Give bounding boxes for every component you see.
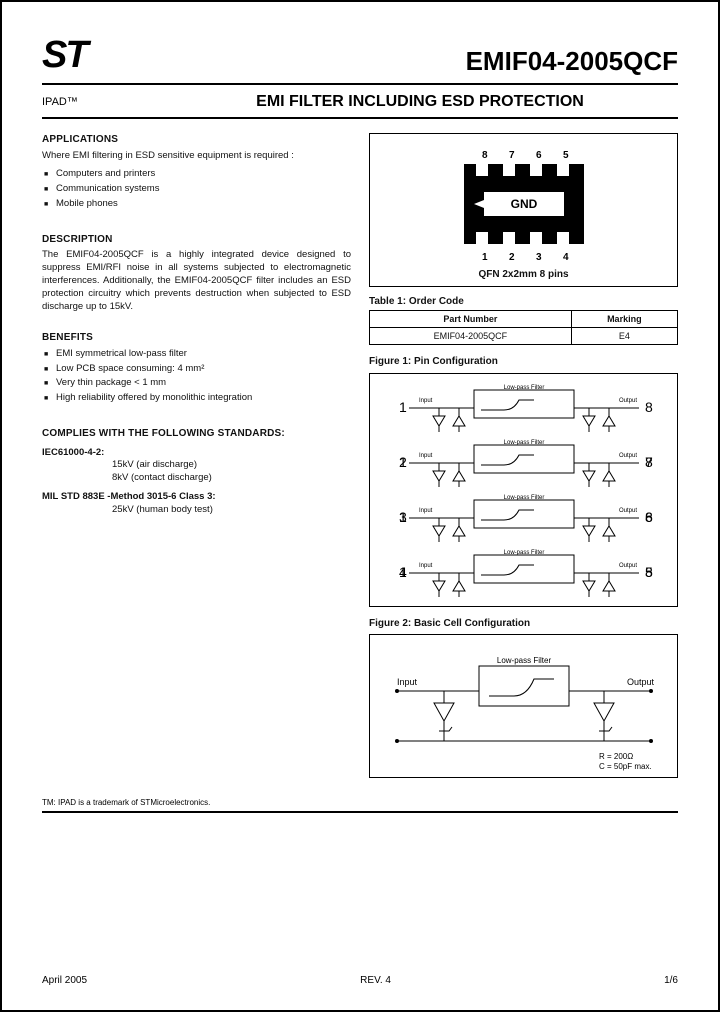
benefits-heading: BENEFITS — [42, 331, 351, 345]
package-icon: 8 7 6 5 GND 1 2 3 4 — [434, 144, 614, 264]
page-footer: April 2005 REV. 4 1/6 — [42, 971, 678, 986]
footer-date: April 2005 — [42, 975, 87, 986]
doc-title: EMI FILTER INCLUDING ESD PROTECTION — [162, 93, 678, 111]
svg-text:4: 4 — [563, 252, 569, 263]
rule-top — [42, 83, 678, 85]
svg-text:7: 7 — [509, 150, 515, 161]
fig2-note1: R = 200Ω — [599, 752, 633, 761]
iec-head: IEC61000-4-2: — [42, 447, 351, 460]
svg-text:2: 2 — [399, 454, 407, 470]
fig2-note2: C = 50pF max. — [599, 762, 652, 771]
table1-caption: Table 1: Order Code — [369, 295, 678, 309]
description-text: The EMIF04-2005QCF is a highly integrate… — [42, 249, 351, 313]
app-item: Communication systems — [44, 183, 351, 196]
svg-text:7: 7 — [645, 454, 653, 470]
benefits-list: EMI symmetrical low-pass filter Low PCB … — [42, 348, 351, 405]
figure2-caption: Figure 2: Basic Cell Configuration — [369, 617, 678, 631]
order-code-table: Part Number Marking EMIF04-2005QCF E4 — [369, 310, 678, 345]
content-columns: APPLICATIONS Where EMI filtering in ESD … — [42, 133, 678, 778]
header-row: ST EMIF04-2005QCF — [42, 34, 678, 83]
mil-head: MIL STD 883E -Method 3015-6 Class 3: — [42, 491, 351, 504]
benefit-item: EMI symmetrical low-pass filter — [44, 348, 351, 361]
standards-heading: COMPLIES WITH THE FOLLOWING STANDARDS: — [42, 427, 351, 441]
svg-text:Input: Input — [419, 398, 433, 404]
svg-text:1: 1 — [482, 252, 488, 263]
left-column: APPLICATIONS Where EMI filtering in ESD … — [42, 133, 351, 778]
svg-text:Input: Input — [397, 677, 418, 687]
svg-text:6: 6 — [645, 509, 653, 525]
applications-intro: Where EMI filtering in ESD sensitive equ… — [42, 150, 351, 163]
svg-text:GND: GND — [510, 197, 537, 211]
rule-footer — [42, 811, 678, 813]
th-partnumber: Part Number — [370, 311, 572, 328]
svg-text:5: 5 — [563, 150, 569, 161]
st-logo: ST — [42, 34, 87, 77]
svg-text:1: 1 — [399, 399, 407, 415]
package-box: 8 7 6 5 GND 1 2 3 4 QFN 2x2mm 8 p — [369, 133, 678, 287]
svg-text:2: 2 — [509, 252, 515, 263]
right-column: 8 7 6 5 GND 1 2 3 4 QFN 2x2mm 8 p — [369, 133, 678, 778]
svg-text:Low-pass Filter: Low-pass Filter — [496, 656, 551, 665]
svg-text:Output: Output — [619, 398, 637, 404]
svg-text:8: 8 — [482, 150, 488, 161]
table-row: EMIF04-2005QCF E4 — [370, 328, 678, 345]
footer-page: 1/6 — [664, 975, 678, 986]
applications-list: Computers and printers Communication sys… — [42, 168, 351, 210]
svg-text:6: 6 — [536, 150, 542, 161]
description-heading: DESCRIPTION — [42, 233, 351, 247]
td-marking: E4 — [571, 328, 677, 345]
page: ST EMIF04-2005QCF IPAD™ EMI FILTER INCLU… — [0, 0, 720, 1012]
iec-line-1: 15kV (air discharge) — [112, 459, 351, 472]
svg-text:8: 8 — [645, 399, 653, 415]
pin-config-diagram: 1 Low-pass Filter 8 Input Output 2 7 — [389, 380, 659, 600]
svg-text:Output: Output — [627, 677, 655, 687]
page-inner: ST EMIF04-2005QCF IPAD™ EMI FILTER INCLU… — [42, 34, 678, 986]
standards-iec: IEC61000-4-2: 15kV (air discharge) 8kV (… — [42, 447, 351, 485]
footer-rev: REV. 4 — [360, 975, 391, 986]
benefit-item: Very thin package < 1 mm — [44, 377, 351, 390]
package-caption: QFN 2x2mm 8 pins — [378, 268, 669, 282]
benefit-item: Low PCB space consuming: 4 mm² — [44, 363, 351, 376]
th-marking: Marking — [571, 311, 677, 328]
td-partnumber: EMIF04-2005QCF — [370, 328, 572, 345]
benefit-item: High reliability offered by monolithic i… — [44, 392, 351, 405]
figure2-box: Input Low-pass Filter Output — [369, 634, 678, 778]
app-item: Computers and printers — [44, 168, 351, 181]
table-row: Part Number Marking — [370, 311, 678, 328]
applications-heading: APPLICATIONS — [42, 133, 351, 147]
basic-cell-diagram: Input Low-pass Filter Output — [389, 641, 659, 771]
trademark-footnote: TM: IPAD is a trademark of STMicroelectr… — [42, 798, 678, 807]
trademark: IPAD™ — [42, 96, 162, 108]
svg-text:5: 5 — [645, 564, 653, 580]
svg-text:Low-pass Filter: Low-pass Filter — [503, 385, 544, 391]
part-number: EMIF04-2005QCF — [466, 46, 678, 77]
mil-line-1: 25kV (human body test) — [112, 504, 351, 517]
svg-text:4: 4 — [399, 564, 407, 580]
figure1-caption: Figure 1: Pin Configuration — [369, 355, 678, 369]
rule-sub — [42, 117, 678, 119]
app-item: Mobile phones — [44, 198, 351, 211]
svg-text:3: 3 — [399, 509, 407, 525]
svg-text:3: 3 — [536, 252, 542, 263]
standards-mil: MIL STD 883E -Method 3015-6 Class 3: 25k… — [42, 491, 351, 517]
figure1-box: 1 Low-pass Filter 8 Input Output 2 7 — [369, 373, 678, 607]
iec-line-2: 8kV (contact discharge) — [112, 472, 351, 485]
subheader: IPAD™ EMI FILTER INCLUDING ESD PROTECTIO… — [42, 93, 678, 111]
